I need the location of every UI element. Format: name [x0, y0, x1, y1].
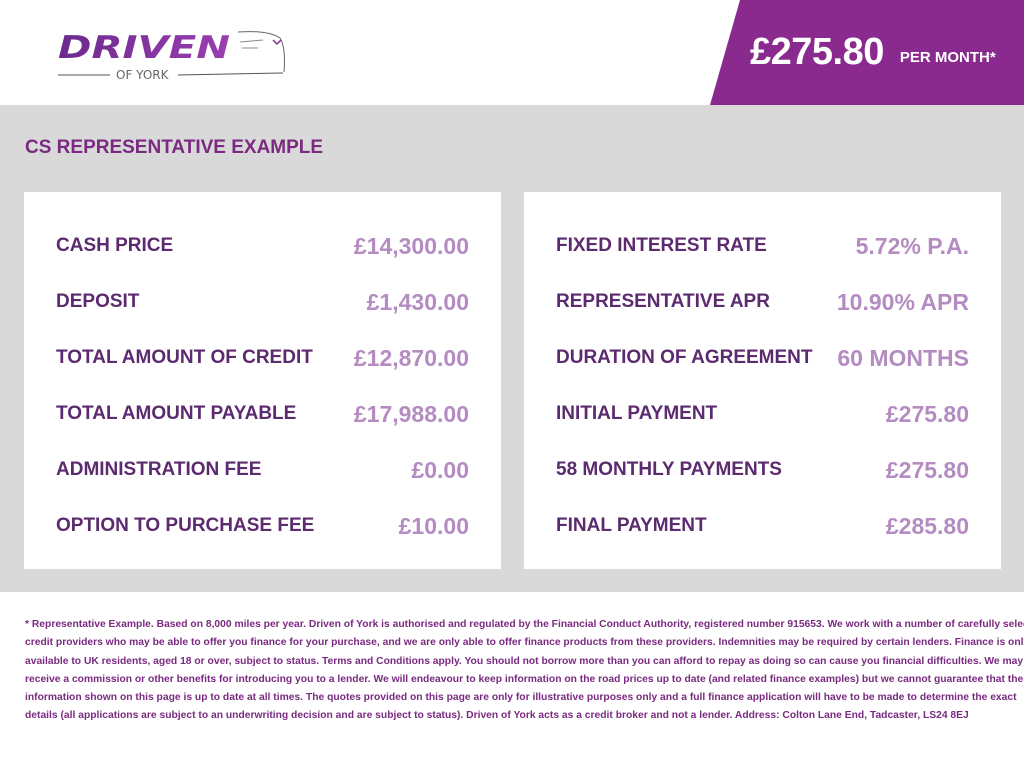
- disclaimer-line: receive a commission or other benefits f…: [25, 673, 1024, 685]
- disclaimer-line: information shown on this page is up to …: [25, 692, 1017, 704]
- finance-label: FINAL PAYMENT: [556, 515, 707, 536]
- finance-label: DURATION OF AGREEMENT: [556, 347, 813, 368]
- disclaimer: * Representative Example. Based on 8,000…: [25, 616, 1024, 726]
- finance-label: FIXED INTEREST RATE: [556, 235, 767, 256]
- svg-text:OF YORK: OF YORK: [116, 68, 170, 82]
- finance-row: TOTAL AMOUNT OF CREDIT £12,870.00: [56, 330, 469, 386]
- driven-of-york-logo: DRIVEN OF YORK: [58, 30, 285, 82]
- finance-row: 58 MONTHLY PAYMENTS £275.80: [556, 442, 969, 498]
- finance-row: OPTION TO PURCHASE FEE £10.00: [56, 498, 469, 554]
- finance-card-right: FIXED INTEREST RATE 5.72% P.A. REPRESENTAT…: [524, 192, 1001, 569]
- finance-value: £12,870.00: [353, 344, 469, 371]
- disclaimer-line: details (all applications are subject to…: [25, 710, 969, 722]
- finance-example-section: CS REPRESENTATIVE EXAMPLE CASH PRICE £14,…: [0, 105, 1024, 592]
- finance-value: 10.90% APR: [836, 288, 969, 315]
- finance-label: ADMINISTRATION FEE: [56, 459, 262, 480]
- disclaimer-line: available to UK residents, aged 18 or ov…: [25, 655, 1024, 667]
- finance-value: £10.00: [398, 512, 469, 539]
- finance-label: TOTAL AMOUNT PAYABLE: [56, 403, 297, 424]
- finance-value: 60 MONTHS: [837, 344, 969, 371]
- finance-label: OPTION TO PURCHASE FEE: [56, 515, 315, 536]
- finance-row: ADMINISTRATION FEE £0.00: [56, 442, 469, 498]
- finance-row: DURATION OF AGREEMENT 60 MONTHS: [556, 330, 969, 386]
- finance-value: 5.72% P.A.: [855, 232, 969, 259]
- per-month-label: PER MONTH*: [899, 49, 996, 66]
- finance-label: DEPOSIT: [56, 291, 140, 312]
- finance-row: DEPOSIT £1,430.00: [56, 274, 469, 330]
- monthly-price-banner: £275.80 PER MONTH*: [710, 0, 1024, 105]
- finance-row: TOTAL AMOUNT PAYABLE £17,988.00: [56, 386, 469, 442]
- finance-value: £275.80: [885, 456, 969, 483]
- finance-row: REPRESENTATIVE APR 10.90% APR: [556, 274, 969, 330]
- finance-value: £1,430.00: [366, 288, 469, 315]
- finance-value: £0.00: [411, 456, 469, 483]
- finance-value: £275.80: [885, 400, 969, 427]
- header: DRIVEN OF YORK £275.80 PER MONTH*: [0, 0, 1024, 105]
- finance-label: CASH PRICE: [56, 235, 174, 256]
- finance-value: £285.80: [885, 512, 969, 539]
- finance-value: £14,300.00: [353, 232, 469, 259]
- finance-row: CASH PRICE £14,300.00: [56, 218, 469, 274]
- finance-card-left: CASH PRICE £14,300.00 DEPOSIT £1,430.00 TOTA…: [24, 192, 501, 569]
- finance-label: 58 MONTHLY PAYMENTS: [556, 459, 782, 480]
- disclaimer-line: credit providers who may be able to offe…: [25, 637, 1024, 649]
- section-title: CS REPRESENTATIVE EXAMPLE: [25, 137, 324, 158]
- finance-label: TOTAL AMOUNT OF CREDIT: [56, 347, 313, 368]
- finance-row: FINAL PAYMENT £285.80: [556, 498, 969, 554]
- finance-row: INITIAL PAYMENT £275.80: [556, 386, 969, 442]
- finance-label: REPRESENTATIVE APR: [556, 291, 770, 312]
- disclaimer-line: * Representative Example. Based on 8,000…: [25, 619, 1024, 630]
- finance-row: FIXED INTEREST RATE 5.72% P.A.: [556, 218, 969, 274]
- svg-text:DRIVEN: DRIVEN: [58, 30, 230, 66]
- finance-label: INITIAL PAYMENT: [556, 403, 718, 424]
- finance-value: £17,988.00: [353, 400, 469, 427]
- monthly-price: £275.80: [750, 31, 884, 73]
